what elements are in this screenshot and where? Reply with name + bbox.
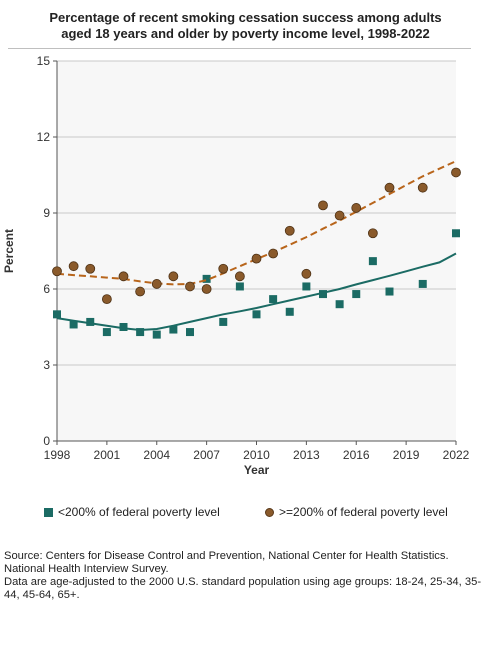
data-point-low-income (252, 310, 261, 319)
chart-title-line-2: aged 18 years and older by poverty incom… (61, 26, 430, 41)
data-point-low-income (235, 282, 244, 291)
data-point-high-income (118, 271, 129, 282)
y-tick-label: 3 (43, 358, 50, 372)
data-point-low-income (368, 257, 377, 266)
legend-label-low-income: <200% of federal poverty level (58, 505, 220, 519)
data-point-low-income (53, 310, 61, 319)
data-point-low-income (385, 287, 394, 296)
data-point-high-income (318, 200, 328, 211)
legend-label-high-income: >=200% of federal poverty level (279, 505, 448, 519)
data-point-high-income (168, 271, 179, 282)
data-point-high-income (268, 248, 279, 259)
plot-background (57, 61, 456, 441)
x-tick-label: 2001 (94, 448, 121, 462)
data-point-high-income (101, 294, 112, 305)
chart-title-line-1: Percentage of recent smoking cessation s… (49, 10, 442, 25)
x-tick-label: 2004 (143, 448, 170, 462)
data-point-high-income (451, 167, 461, 178)
data-point-high-income (201, 284, 212, 294)
source-note: Source: Centers for Disease Control and … (4, 550, 488, 602)
legend: <200% of federal poverty level >=200% of… (0, 505, 491, 525)
data-point-low-income (219, 317, 228, 326)
data-point-low-income (202, 274, 211, 283)
data-point-low-income (169, 325, 178, 334)
y-tick-label: 0 (43, 434, 50, 448)
data-point-high-income (351, 203, 362, 213)
data-point-high-income (334, 210, 345, 221)
data-point-high-income (151, 279, 162, 289)
data-point-high-income (68, 261, 79, 272)
chart-area: 0 3 6 9 12 15 1998 2001 2004 2007 2010 2013 2016 2019… (2, 54, 470, 477)
data-point-high-income (135, 286, 146, 297)
y-tick-label: 15 (37, 54, 51, 68)
data-point-low-income (186, 328, 194, 337)
legend-square-marker-icon (44, 507, 53, 517)
x-tick-label: 2019 (393, 448, 420, 462)
data-point-high-income (185, 281, 195, 292)
data-point-high-income (384, 182, 395, 193)
y-tick-label: 6 (43, 282, 50, 296)
data-point-low-income (119, 323, 128, 331)
y-tick-label: 9 (43, 206, 50, 220)
x-tick-label: 2013 (293, 448, 320, 462)
data-point-low-income (452, 229, 460, 238)
data-point-low-income (102, 328, 111, 337)
data-point-low-income (152, 330, 161, 339)
data-point-low-income (269, 295, 278, 304)
x-tick-label: 2022 (443, 448, 470, 462)
data-point-high-income (85, 263, 96, 274)
x-tick-label: 1998 (44, 448, 71, 462)
chart-title: Percentage of recent smoking cessation s… (0, 10, 491, 42)
y-tick-label: 12 (37, 130, 51, 144)
data-point-high-income (234, 271, 245, 282)
data-point-low-income (136, 328, 145, 337)
y-axis-label: Percent (2, 229, 16, 273)
data-point-high-income (284, 225, 295, 236)
data-point-low-income (352, 290, 361, 299)
data-point-low-income (319, 290, 327, 299)
data-point-low-income (285, 307, 294, 316)
data-point-low-income (69, 320, 78, 329)
data-point-high-income (218, 263, 229, 274)
data-point-low-income (86, 317, 95, 326)
title-divider (8, 48, 471, 49)
data-point-low-income (302, 282, 311, 291)
data-point-high-income (301, 268, 312, 279)
data-point-low-income (418, 279, 427, 288)
source-line-1: Source: Centers for Disease Control and … (4, 550, 449, 575)
legend-item-high-income: >=200% of federal poverty level (265, 505, 448, 519)
x-tick-label: 2010 (243, 448, 270, 462)
x-tick-label: 2007 (193, 448, 220, 462)
data-point-low-income (335, 300, 344, 309)
data-point-high-income (52, 266, 62, 277)
source-line-2: Data are age-adjusted to the 2000 U.S. s… (4, 576, 482, 601)
data-point-high-income (417, 182, 428, 193)
data-point-high-income (367, 228, 378, 239)
x-tick-label: 2016 (343, 448, 370, 462)
data-point-high-income (251, 253, 262, 264)
legend-item-low-income: <200% of federal poverty level (44, 505, 220, 519)
legend-circle-marker-icon (265, 507, 274, 517)
x-axis-label: Year (244, 463, 270, 477)
